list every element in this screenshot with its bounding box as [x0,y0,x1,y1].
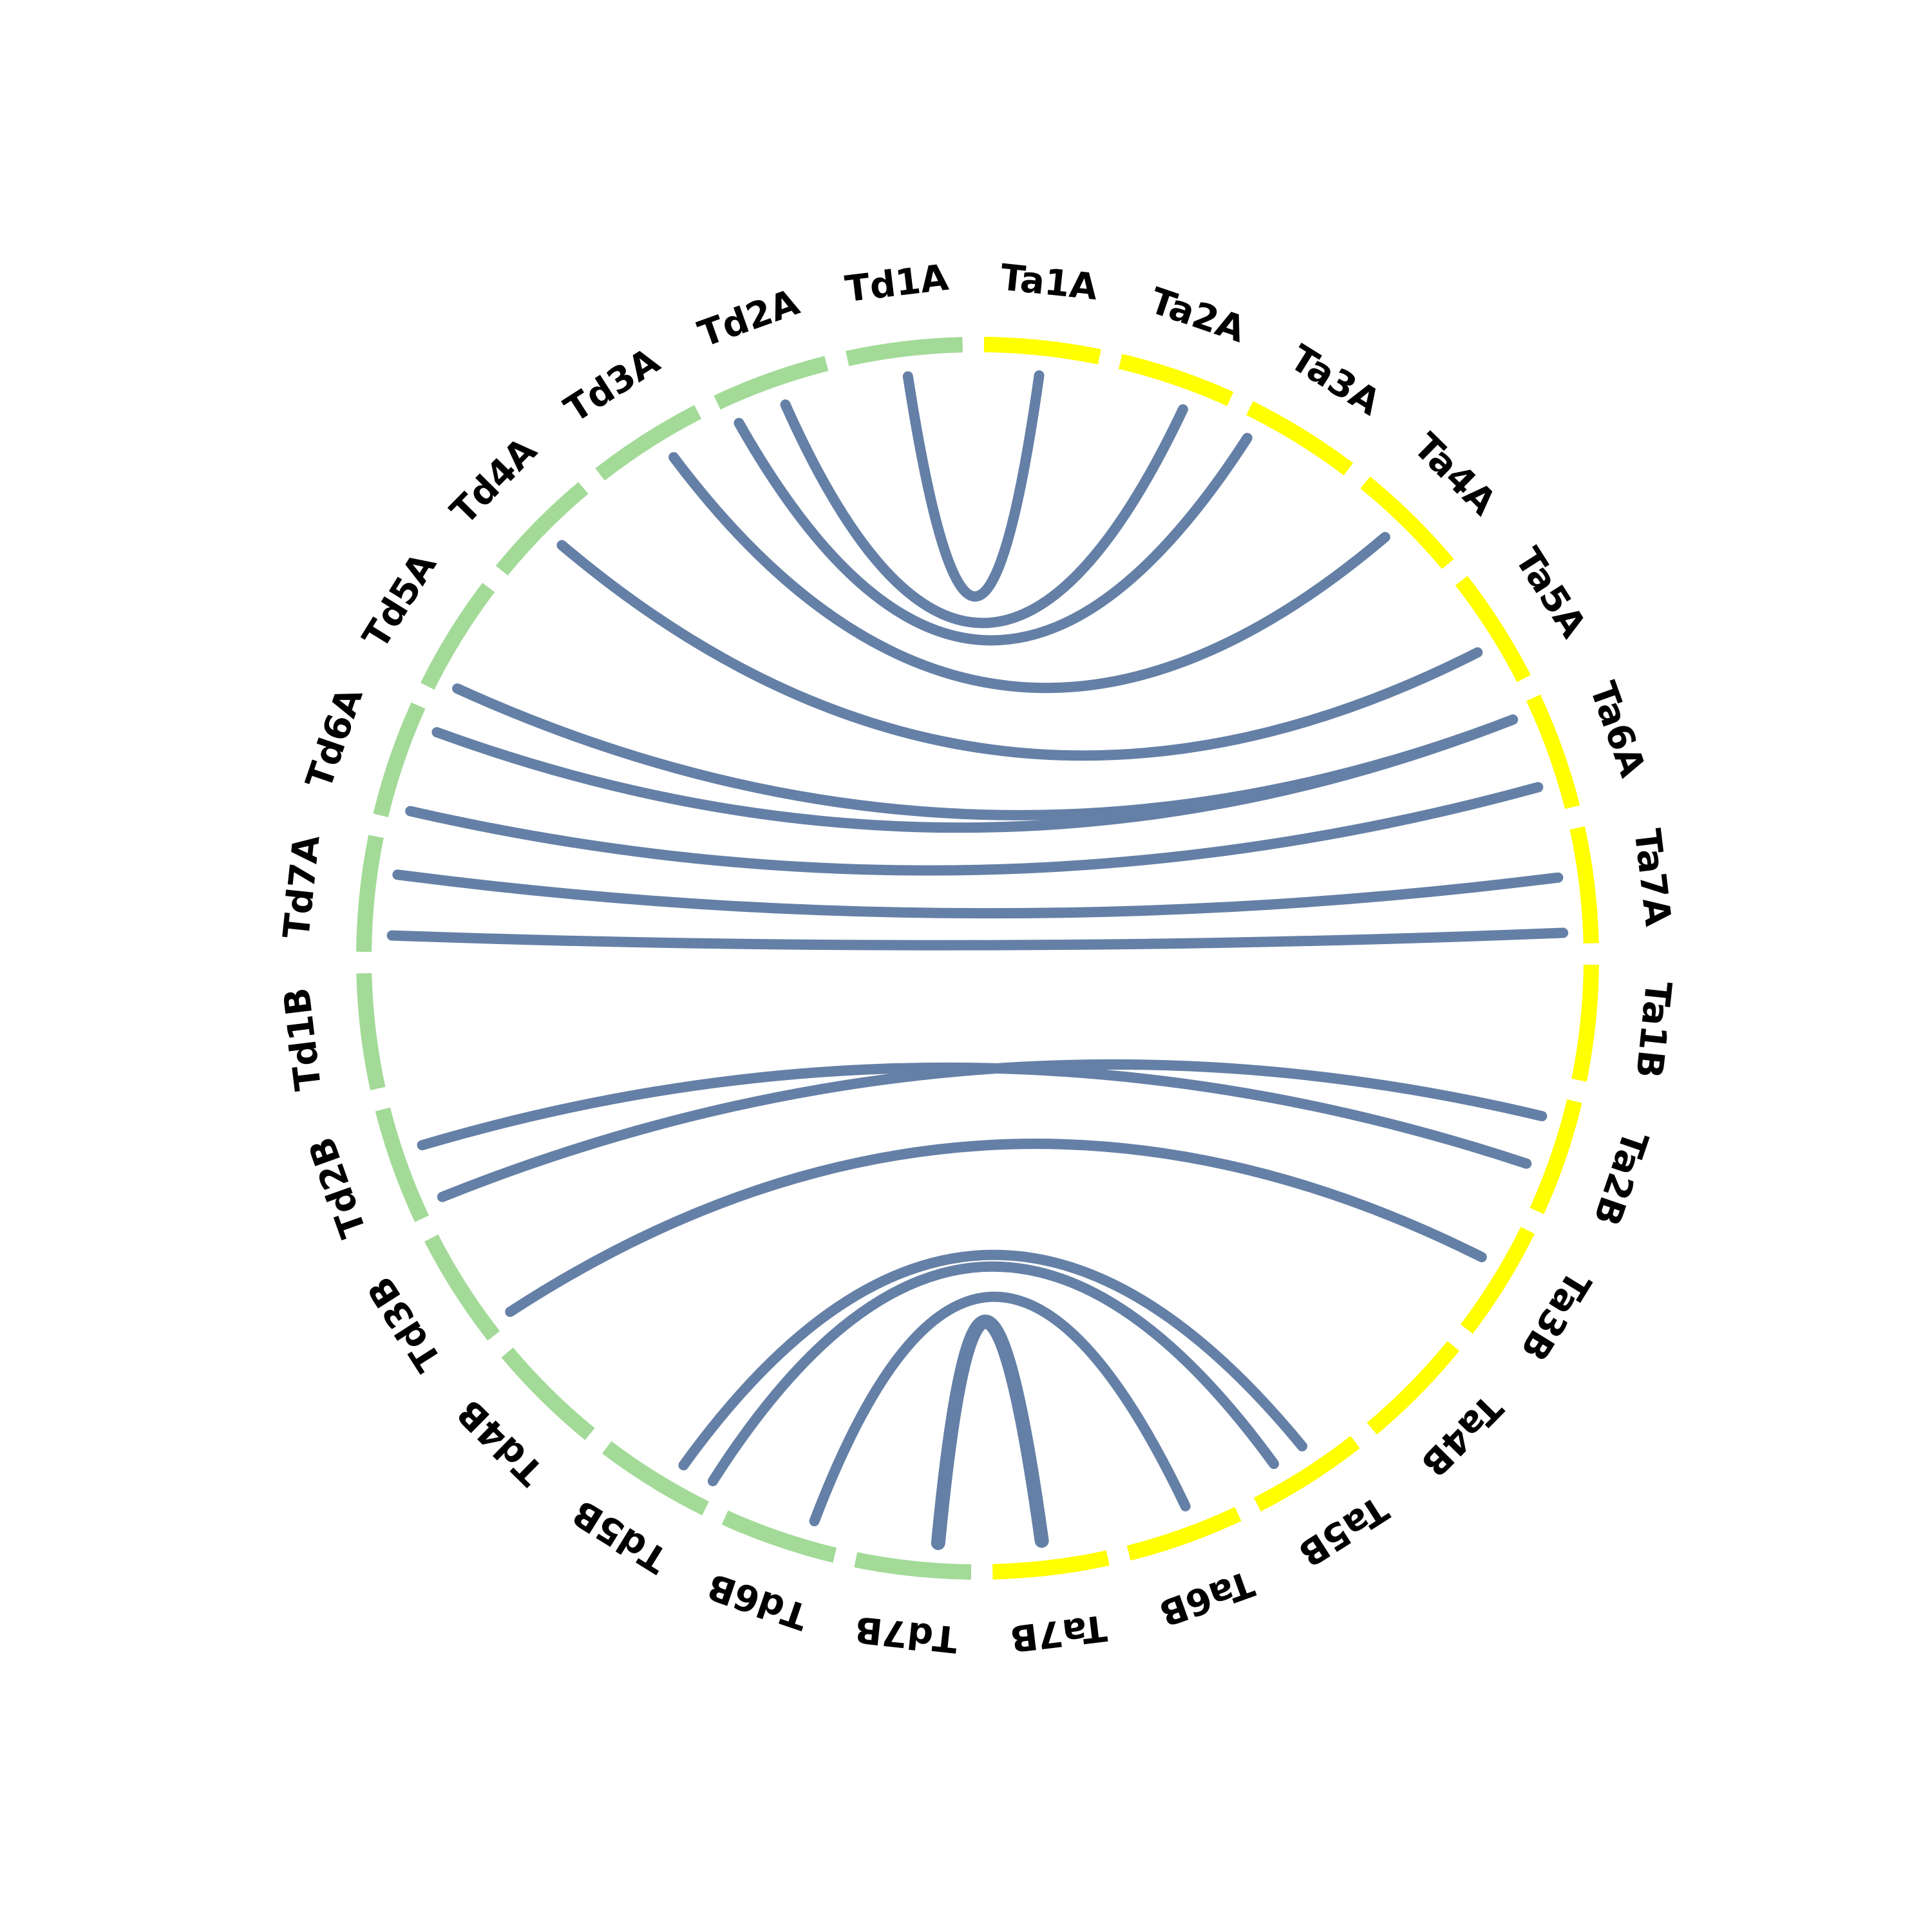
segment-td4b [501,1347,595,1441]
link-td2b-ta2b [417,1062,1532,1169]
segment-td3a [595,405,702,481]
segment-label-ta5b: Ta5B [1291,1487,1396,1575]
link-td6a-ta6a [431,714,1519,833]
segment-label-td2b: Td2B [301,1132,375,1242]
link-td4a-ta5a [556,540,1483,761]
link-td2b-ta2b [437,1059,1548,1202]
segment-label-td6b: Td6B [702,1565,813,1638]
segment-ta1b [1571,964,1599,1082]
segment-td7a [356,835,384,952]
segment-label-td5a: Td5A [355,545,445,656]
segment-label-ta6a: Ta6A [1581,677,1653,783]
segment-label-ta7b: Ta7B [1008,1606,1109,1659]
segment-td2a [714,355,829,410]
segment-label-td7a: Td7A [276,833,328,940]
link-td2a-ta2a [780,399,1188,629]
segment-label-ta1b: Ta1B [1627,980,1679,1080]
segment-td2b [375,1107,429,1222]
segment-label-ta5a: Ta5A [1506,540,1594,645]
link-td5b-ta5b [678,1249,1307,1471]
segment-label-td3b: Td3B [359,1269,450,1379]
segment-ta4a [1360,476,1454,569]
segment-label-td5b: Td5B [565,1491,675,1580]
segment-ta5b [1253,1435,1360,1511]
segment-ta7b [992,1550,1110,1580]
segment-ta7a [1569,826,1599,944]
segment-label-ta1a: Ta1A [998,257,1100,309]
segment-td1a [846,337,963,366]
link-td6a-ta6a [405,782,1544,876]
segment-ta2a [1118,354,1234,406]
segment-label-ta2a: Ta2A [1144,280,1251,352]
segment-td7b [854,1552,972,1580]
segment-label-ta4b: Ta4B [1412,1386,1510,1484]
segment-td4a [495,482,589,576]
segment-td5a [420,582,495,690]
segment-label-ta7a: Ta7A [1625,827,1679,929]
link-td3b-ta3b [505,1139,1487,1317]
segment-label-td1b: Td1B [276,985,330,1093]
segment-label-ta3b: Ta3B [1512,1264,1598,1368]
segment-label-ta3a: Ta3A [1283,337,1388,424]
segment-ta6b [1126,1507,1242,1561]
segment-label-td2a: Td2A [693,281,805,356]
segment-ta3b [1460,1227,1535,1334]
segment-td6b [721,1510,837,1563]
segments-layer [356,337,1599,1580]
segment-ta6a [1526,694,1580,810]
link-td1a-ta1a [902,370,1045,602]
link-td5b-ta5b [707,1261,1280,1486]
segment-td3b [424,1234,500,1341]
segment-label-td4b: Td4B [449,1391,552,1493]
segment-td1b [356,972,386,1090]
link-td7a-ta7a [392,869,1564,919]
segment-label-td3a: Td3A [557,340,667,431]
link-td2a-ta3a [734,417,1253,646]
link-td7a-ta7a [386,927,1569,951]
link-td6b-ta6b [809,1291,1191,1526]
segment-ta1a [983,337,1101,365]
segment-label-td4a: Td4A [442,430,545,533]
segment-label-ta2b: Ta2B [1585,1126,1656,1231]
segment-td6a [373,702,426,818]
segment-label-ta4a: Ta4A [1405,426,1504,524]
link-td3a-ta4a [668,451,1390,694]
segment-label-td6a: Td6A [298,682,372,794]
segment-label-td7b: Td7B [853,1607,960,1660]
links-layer [386,370,1569,1550]
segment-label-ta6b: Ta6B [1154,1562,1260,1634]
segment-label-td1a: Td1A [843,257,951,311]
segment-ta3a [1246,401,1354,476]
segment-ta2b [1530,1099,1582,1215]
segment-ta5a [1455,576,1531,683]
segment-ta4b [1367,1341,1460,1435]
segment-td5b [601,1441,709,1516]
link-td7b-ta7b [931,1314,1049,1550]
